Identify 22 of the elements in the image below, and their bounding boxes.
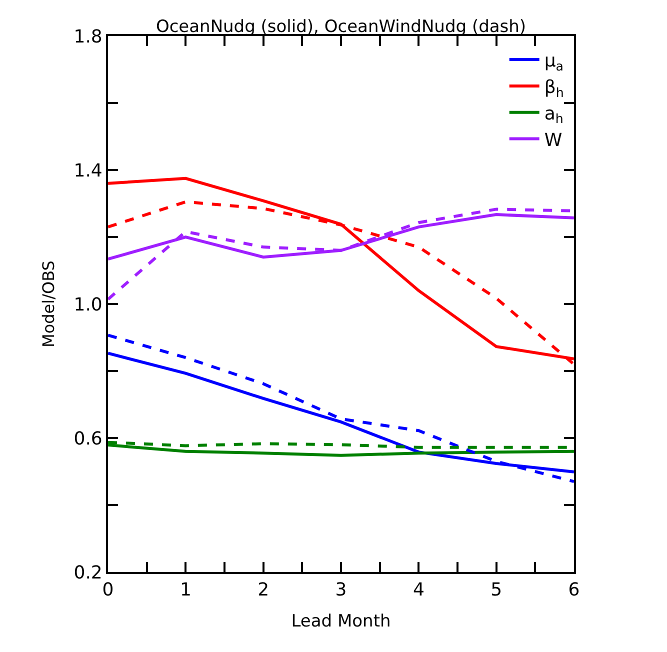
line-series <box>108 176 574 360</box>
x-tick-label: 5 <box>490 580 502 601</box>
y-tick-label: 0.6 <box>74 428 102 450</box>
y-tick-label: 1.0 <box>74 294 102 316</box>
x-tick-label: 4 <box>412 580 424 601</box>
x-axis-title: Lead Month <box>291 612 391 632</box>
legend-label: β$_{h}$ <box>544 76 564 100</box>
x-tick-label: 0 <box>102 580 114 601</box>
line-series <box>108 444 574 457</box>
x-tick-label: 3 <box>335 580 347 601</box>
y-tick-label: 1.4 <box>74 160 102 182</box>
x-tick-label: 1 <box>180 580 192 601</box>
x-tick-label: 6 <box>568 580 580 601</box>
y-tick-label: 1.8 <box>74 26 102 48</box>
chart-title: OceanNudg (solid), OceanWindNudg (dash) <box>156 17 526 37</box>
x-tick-label: 2 <box>258 580 270 601</box>
legend-label: W <box>544 130 562 151</box>
legend-label: a$_{h}$ <box>544 103 564 126</box>
y-axis-title: Model/OBS <box>39 260 58 348</box>
legend-label: μ$_{a}$ <box>544 50 564 74</box>
y-tick-label: 0.2 <box>74 562 102 584</box>
line-series <box>108 334 574 484</box>
